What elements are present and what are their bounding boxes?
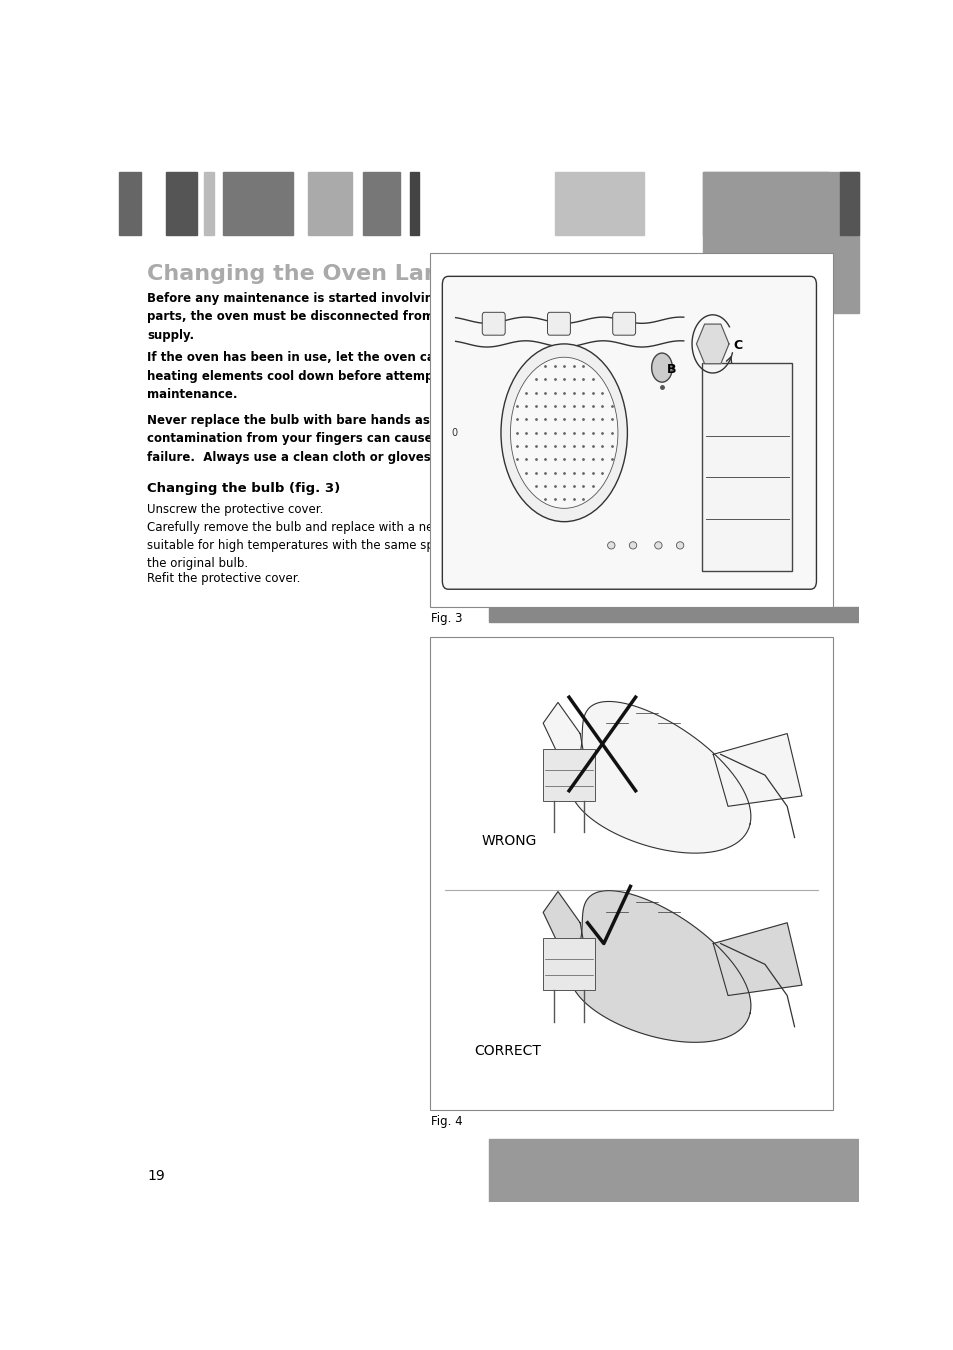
Polygon shape bbox=[569, 702, 750, 853]
Polygon shape bbox=[569, 891, 750, 1042]
Bar bbox=[166, 173, 196, 235]
Polygon shape bbox=[713, 923, 801, 995]
FancyBboxPatch shape bbox=[547, 312, 570, 335]
Bar bbox=[488, 1139, 858, 1202]
Text: CORRECT: CORRECT bbox=[474, 1044, 540, 1058]
Circle shape bbox=[651, 354, 672, 382]
Text: 0: 0 bbox=[451, 428, 456, 437]
Bar bbox=[429, 254, 832, 608]
Text: Changing the Oven Lamp: Changing the Oven Lamp bbox=[147, 263, 463, 284]
Polygon shape bbox=[696, 324, 728, 363]
Text: Carefully remove the bulb and replace with a new one
suitable for high temperatu: Carefully remove the bulb and replace wi… bbox=[147, 521, 512, 570]
Bar bbox=[363, 173, 399, 235]
Bar bbox=[701, 363, 792, 571]
Bar bbox=[204, 173, 213, 235]
Text: WRONG: WRONG bbox=[481, 834, 537, 848]
Bar bbox=[410, 173, 419, 235]
Text: Never replace the bulb with bare hands as
contamination from your fingers can ca: Never replace the bulb with bare hands a… bbox=[147, 413, 507, 463]
Text: Changing the bulb (fig. 3): Changing the bulb (fig. 3) bbox=[147, 482, 340, 495]
Bar bbox=[222, 173, 293, 235]
Text: Fig. 3: Fig. 3 bbox=[431, 612, 462, 625]
Bar bbox=[308, 173, 352, 235]
Bar bbox=[542, 938, 595, 991]
Text: If the oven has been in use, let the oven cavity and the
heating elements cool d: If the oven has been in use, let the ove… bbox=[147, 351, 515, 401]
Bar bbox=[429, 637, 832, 1110]
Polygon shape bbox=[713, 733, 801, 806]
Polygon shape bbox=[542, 702, 587, 775]
FancyBboxPatch shape bbox=[482, 312, 505, 335]
Text: B: B bbox=[666, 363, 676, 377]
Bar bbox=[702, 173, 858, 313]
Bar bbox=[488, 608, 858, 622]
Bar bbox=[119, 173, 141, 235]
Bar bbox=[542, 749, 595, 801]
FancyBboxPatch shape bbox=[442, 277, 816, 589]
Circle shape bbox=[500, 344, 627, 521]
Circle shape bbox=[510, 358, 618, 509]
Ellipse shape bbox=[654, 541, 661, 549]
Bar bbox=[702, 173, 828, 235]
Polygon shape bbox=[542, 891, 587, 964]
Ellipse shape bbox=[629, 541, 636, 549]
Text: Refit the protective cover.: Refit the protective cover. bbox=[147, 571, 300, 585]
Ellipse shape bbox=[607, 541, 615, 549]
Ellipse shape bbox=[676, 541, 683, 549]
Text: Before any maintenance is started involving electrical
parts, the oven must be d: Before any maintenance is started involv… bbox=[147, 292, 507, 342]
FancyBboxPatch shape bbox=[612, 312, 635, 335]
Bar bbox=[555, 173, 643, 235]
Bar bbox=[840, 173, 858, 235]
Text: Fig. 4: Fig. 4 bbox=[431, 1115, 462, 1129]
Text: 19: 19 bbox=[147, 1169, 165, 1183]
Text: Unscrew the protective cover.: Unscrew the protective cover. bbox=[147, 504, 323, 516]
Text: C: C bbox=[733, 339, 741, 352]
